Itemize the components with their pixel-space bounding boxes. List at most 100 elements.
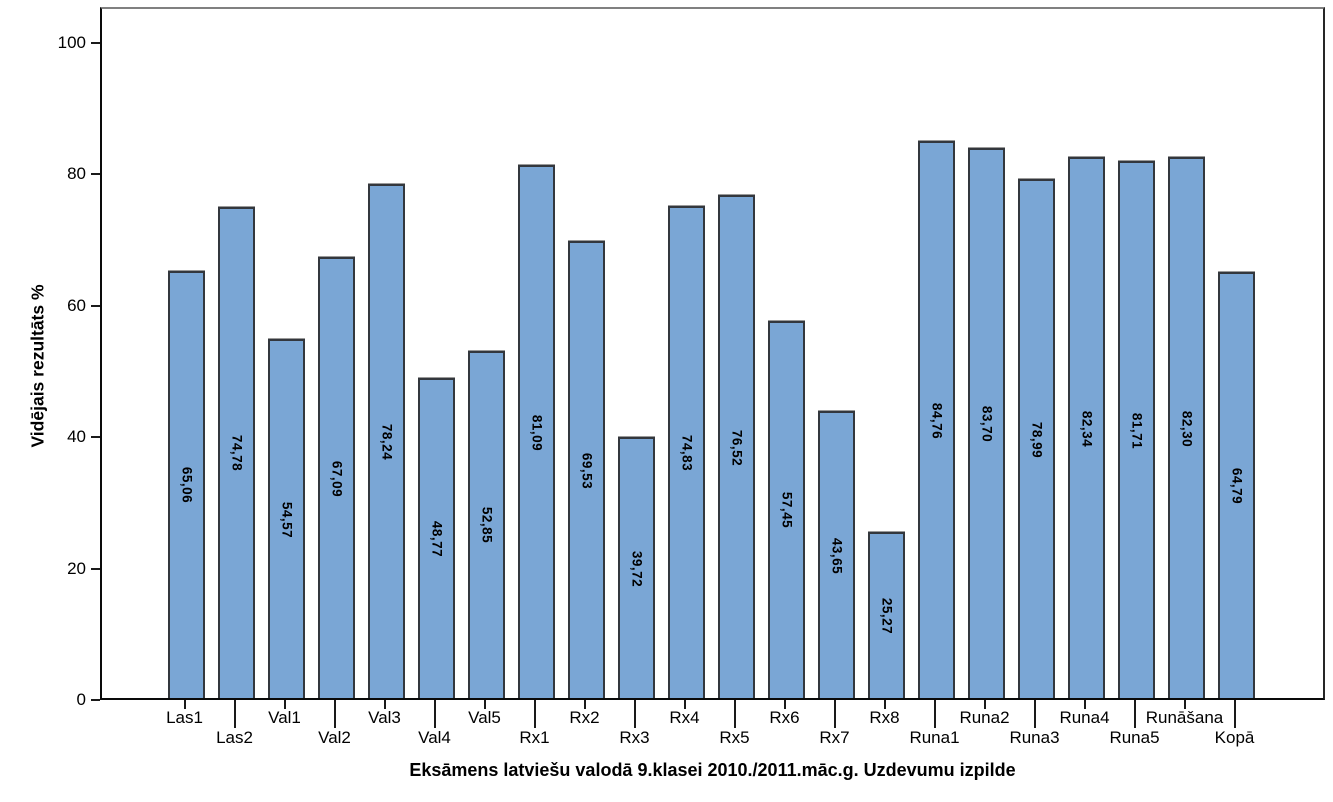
bar-value-label: 74,78: [229, 435, 244, 472]
x-category-label-Las2: Las2: [216, 728, 253, 747]
bar-value-label: 78,24: [379, 423, 394, 461]
x-tick-mark: [283, 700, 286, 709]
bar-Las1: 65,06: [168, 270, 205, 698]
bar-Rx3: 39,72: [618, 437, 655, 698]
bar-Las2: 74,78: [218, 206, 255, 698]
bar-Rx1: 81,09: [518, 165, 555, 698]
x-category-label-Rx5: Rx5: [719, 728, 750, 747]
x-category-label-Rx8: Rx8: [869, 708, 900, 727]
y-tick-mark: [91, 436, 100, 439]
x-category-label-Rx7: Rx7: [819, 728, 850, 747]
y-tick-mark: [91, 567, 100, 570]
x-tick-mark: [1033, 700, 1036, 728]
bar-Val1: 54,57: [268, 339, 305, 698]
x-tick-mark: [1133, 700, 1136, 728]
x-tick-mark: [1183, 700, 1186, 709]
x-category-label-Val5: Val5: [468, 708, 501, 727]
x-category-label-Val2: Val2: [318, 728, 351, 747]
x-category-label-Las1: Las1: [166, 708, 203, 727]
bar-value-label: 39,72: [629, 550, 644, 587]
x-tick-mark: [533, 700, 536, 728]
bar-Val3: 78,24: [368, 183, 405, 698]
bar-value-label: 64,79: [1229, 468, 1244, 505]
bar-Rx2: 69,53: [568, 241, 605, 698]
x-tick-mark: [883, 700, 886, 709]
x-tick-mark: [333, 700, 336, 728]
plot-area: 65,06 74,78 54,57 67,09 78,24 48,77 52,85 81,09…: [100, 7, 1325, 700]
y-tick-label: 20: [67, 558, 86, 578]
x-tick-mark: [483, 700, 486, 709]
bar-value-label: 81,71: [1129, 412, 1144, 449]
bar-Kopā: 64,79: [1218, 272, 1255, 698]
x-category-label-Runa4: Runa4: [1059, 708, 1110, 727]
x-category-label-Kopā: Kopā: [1214, 728, 1255, 747]
x-tick-mark: [783, 700, 786, 709]
x-tick-mark: [983, 700, 986, 709]
x-axis-title: Eksāmens latviešu valodā 9.klasei 2010./…: [409, 760, 1016, 780]
bar-Runāšana: 82,30: [1168, 157, 1205, 698]
y-tick-mark: [91, 42, 100, 44]
x-category-label-Rx3: Rx3: [619, 728, 650, 747]
x-category-label-Runa3: Runa3: [1009, 728, 1060, 747]
bar-Runa5: 81,71: [1118, 161, 1155, 698]
bar-value-label: 57,45: [779, 492, 794, 529]
bar-value-label: 25,27: [879, 597, 894, 635]
x-category-label-Runāšana: Runāšana: [1145, 708, 1224, 727]
x-tick-mark: [833, 700, 836, 728]
y-tick-label: 100: [57, 33, 86, 52]
bar-value-label: 83,70: [979, 405, 994, 443]
bar-value-label: 74,83: [679, 435, 694, 472]
bar-value-label: 67,09: [329, 460, 344, 497]
x-category-label-Runa2: Runa2: [959, 708, 1010, 727]
bar-value-label: 54,57: [279, 501, 294, 538]
bar-value-label: 52,85: [479, 507, 494, 544]
bar-Runa2: 83,70: [968, 148, 1005, 698]
x-category-label-Rx1: Rx1: [519, 728, 550, 747]
y-tick-mark: [91, 699, 100, 701]
x-tick-mark: [583, 700, 586, 709]
bar-Rx7: 43,65: [818, 411, 855, 698]
bar-value-label: 82,30: [1179, 410, 1194, 447]
x-category-label-Runa1: Runa1: [909, 728, 960, 747]
y-tick-mark: [91, 304, 100, 307]
x-category-label-Rx4: Rx4: [669, 708, 700, 727]
x-tick-mark: [1233, 700, 1236, 728]
bar-Runa4: 82,34: [1068, 157, 1105, 698]
bar-Val4: 48,77: [418, 377, 455, 698]
x-category-label-Val1: Val1: [268, 708, 301, 727]
bar-value-label: 81,09: [529, 414, 544, 451]
x-tick-mark: [433, 700, 436, 728]
bar-value-label: 76,52: [729, 429, 744, 466]
y-tick-label: 60: [67, 295, 86, 315]
x-category-label-Runa5: Runa5: [1109, 728, 1160, 747]
bar-value-label: 69,53: [579, 452, 594, 489]
bar-value-label: 84,76: [929, 402, 944, 439]
bar-Rx6: 57,45: [768, 320, 805, 698]
y-tick-label: 80: [67, 164, 86, 184]
x-tick-mark: [183, 700, 186, 709]
x-tick-mark: [733, 700, 736, 728]
x-tick-mark: [1083, 700, 1086, 709]
bar-Rx4: 74,83: [668, 206, 705, 698]
bar-value-label: 43,65: [829, 537, 844, 574]
bar-Runa3: 78,99: [1018, 179, 1055, 698]
bar-value-label: 78,99: [1029, 421, 1044, 458]
bar-Rx8: 25,27: [868, 531, 905, 698]
x-tick-mark: [383, 700, 386, 709]
x-category-label-Val3: Val3: [368, 708, 401, 727]
bar-Rx5: 76,52: [718, 195, 755, 698]
bar-value-label: 48,77: [429, 520, 444, 557]
x-category-label-Val4: Val4: [418, 728, 451, 747]
x-tick-mark: [633, 700, 636, 728]
bar-value-label: 65,06: [179, 467, 194, 504]
x-category-label-Rx2: Rx2: [569, 708, 600, 727]
bar-value-label: 82,34: [1079, 410, 1094, 447]
x-tick-mark: [233, 700, 236, 728]
bar-Runa1: 84,76: [918, 141, 955, 698]
x-tick-mark: [933, 700, 936, 728]
x-category-label-Rx6: Rx6: [769, 708, 800, 727]
x-tick-mark: [683, 700, 686, 709]
y-tick-mark: [91, 173, 100, 176]
y-tick-label: 40: [67, 427, 86, 447]
